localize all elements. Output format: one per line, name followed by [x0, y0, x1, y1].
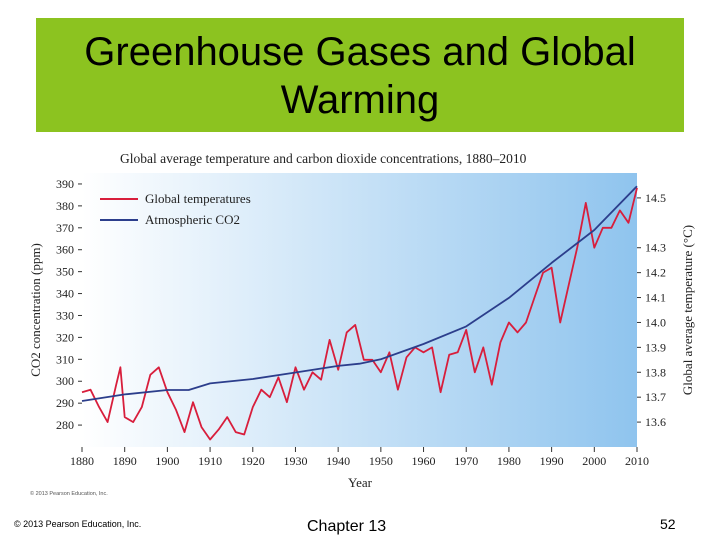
x-tick-label: 1970 [454, 454, 478, 468]
slide-title: Greenhouse Gases and Global Warming [36, 28, 684, 124]
x-tick-label: 1960 [412, 454, 436, 468]
x-tick-label: 2000 [582, 454, 606, 468]
x-axis-label: Year [348, 475, 373, 490]
slide-title-line2: Warming [280, 78, 440, 122]
y-left-tick-label: 290 [56, 396, 74, 410]
x-tick-label: 1930 [283, 454, 307, 468]
x-tick-label: 1890 [113, 454, 137, 468]
y-left-tick-label: 280 [56, 418, 74, 432]
slide-title-line1: Greenhouse Gases and Global [84, 30, 636, 74]
footer-copyright: © 2013 Pearson Education, Inc. [14, 519, 142, 529]
title-band [36, 18, 684, 132]
page-number: 52 [660, 516, 676, 532]
y-left-tick-label: 300 [56, 374, 74, 388]
x-tick-label: 1980 [497, 454, 521, 468]
plot-area [82, 173, 637, 447]
footer-chapter: Chapter 13 [307, 518, 387, 535]
temperature-series-line [81, 187, 638, 441]
x-tick-label: 1880 [70, 454, 94, 468]
x-tick-label: 1910 [198, 454, 222, 468]
x-tick-label: 2010 [625, 454, 649, 468]
x-tick-label: 1990 [540, 454, 564, 468]
x-tick-label: 1950 [369, 454, 393, 468]
y-right-tick-label: 13.7 [645, 390, 666, 404]
y-right-tick-label: 14.5 [645, 191, 666, 205]
x-tick-label: 1920 [241, 454, 265, 468]
x-tick-label: 1900 [155, 454, 179, 468]
y-left-tick-label: 360 [56, 243, 74, 257]
x-tick-label: 1940 [326, 454, 350, 468]
y-axis-label-right: Global average temperature (°C) [680, 225, 695, 395]
legend-label: Atmospheric CO2 [145, 212, 240, 227]
y-left-tick-label: 380 [56, 199, 74, 213]
y-right-tick-label: 13.8 [645, 365, 666, 379]
y-left-tick-label: 350 [56, 265, 74, 279]
y-left-tick-label: 310 [56, 352, 74, 366]
temperature-co2-chart: Global average temperature and carbon di… [28, 151, 695, 497]
y-right-tick-label: 14.2 [645, 266, 666, 280]
chart-title: Global average temperature and carbon di… [120, 151, 527, 166]
y-left-tick-label: 340 [56, 287, 74, 301]
y-axis-label-left: CO2 concentration (ppm) [28, 243, 43, 377]
y-left-tick-label: 370 [56, 221, 74, 235]
y-right-tick-label: 13.6 [645, 415, 666, 429]
y-right-tick-label: 14.1 [645, 291, 666, 305]
y-left-tick-label: 390 [56, 177, 74, 191]
legend-label: Global temperatures [145, 191, 251, 206]
y-left-tick-label: 330 [56, 308, 74, 322]
y-right-tick-label: 14.3 [645, 241, 666, 255]
co2-series-line [81, 185, 638, 402]
y-right-tick-label: 14.0 [645, 315, 666, 329]
y-left-tick-label: 320 [56, 330, 74, 344]
y-right-tick-label: 13.9 [645, 340, 666, 354]
image-credit: © 2013 Pearson Education, Inc. [30, 490, 108, 497]
